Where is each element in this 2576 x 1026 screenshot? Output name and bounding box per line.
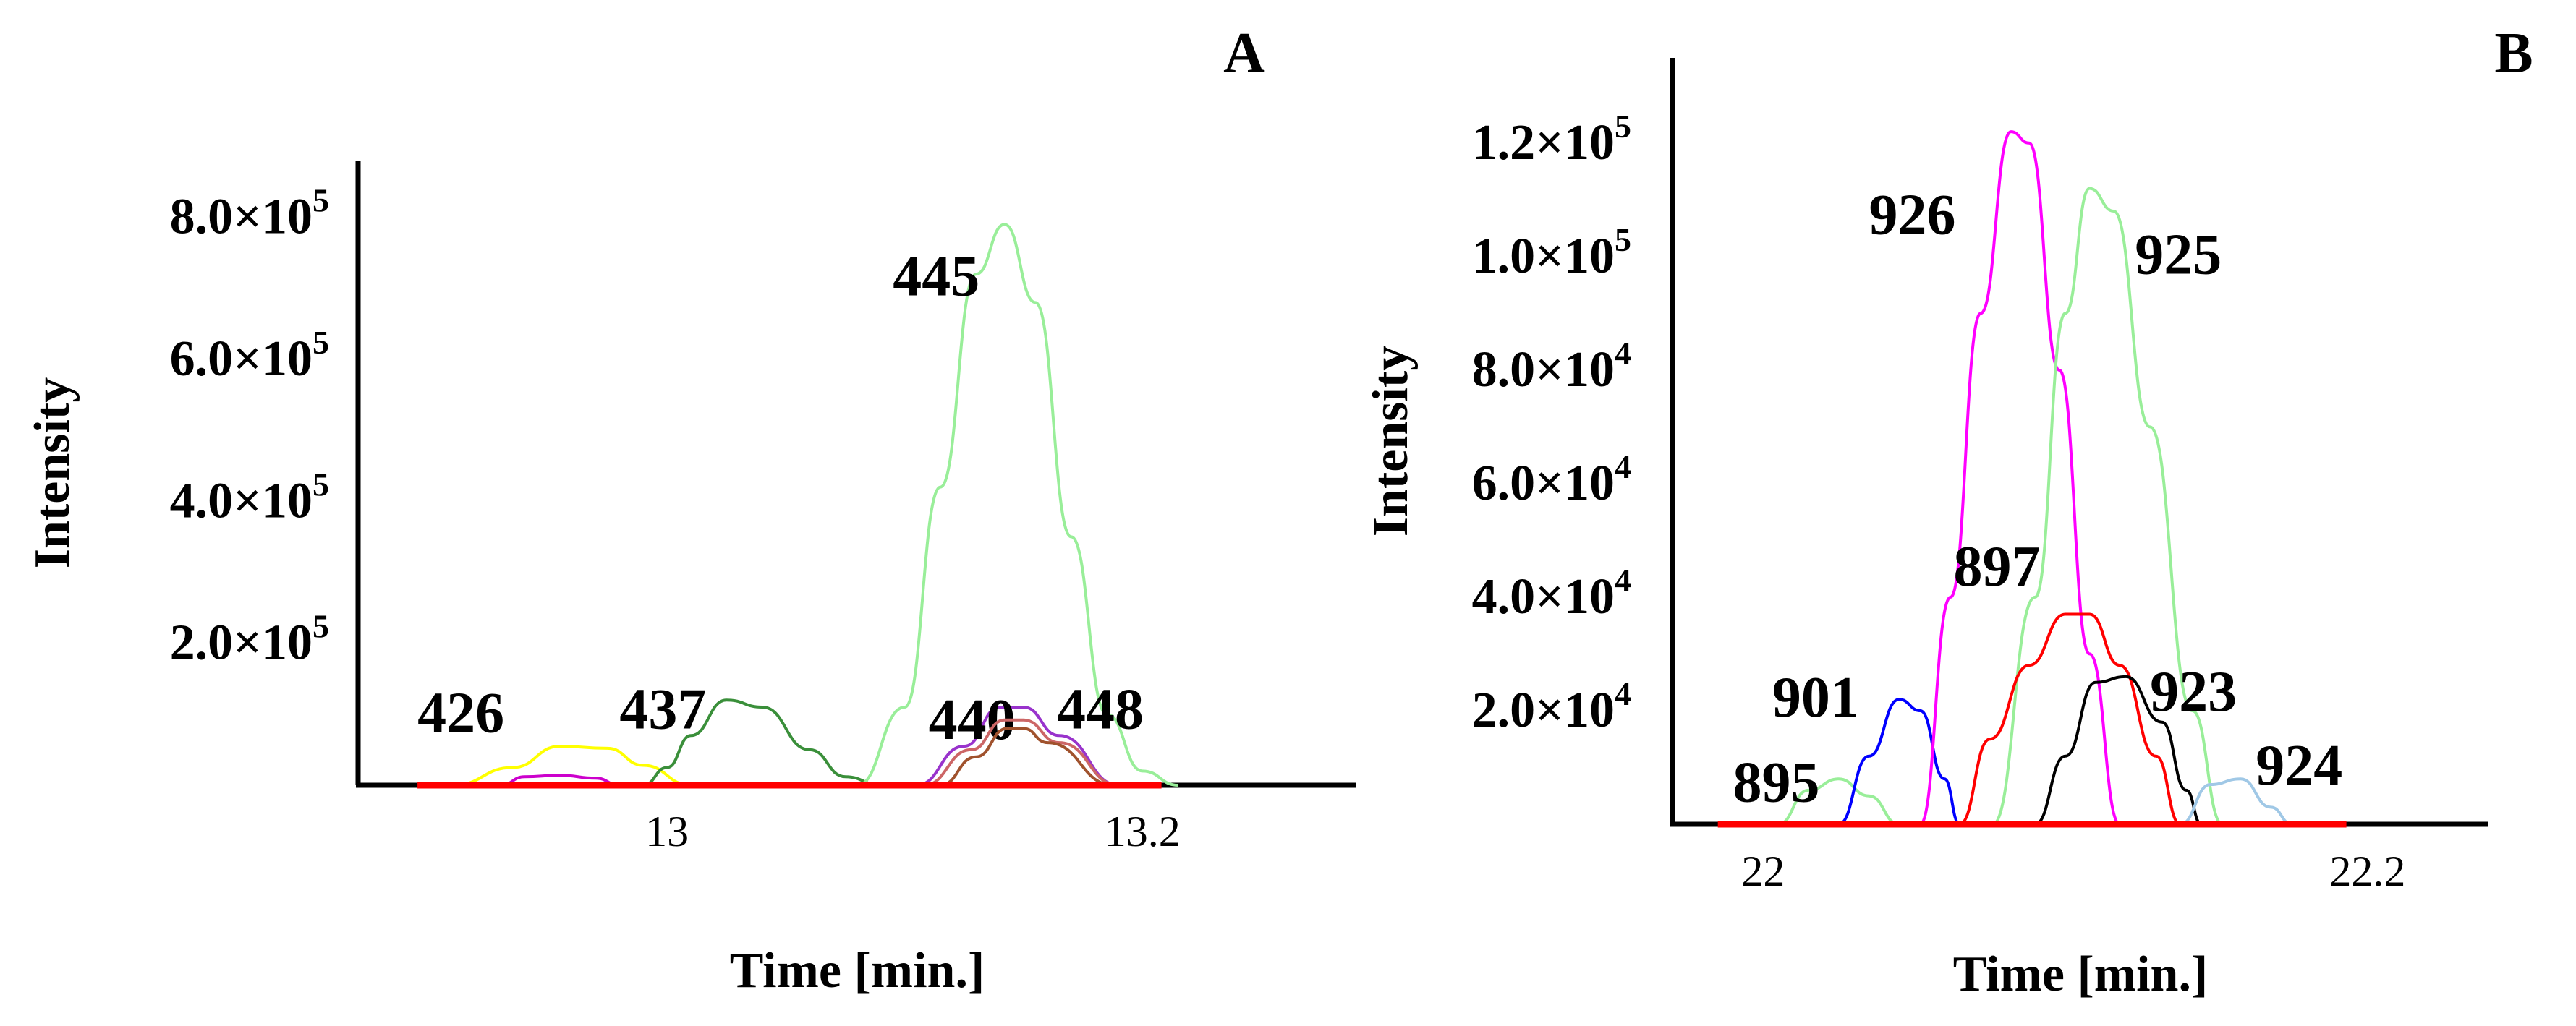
y-tick-label: 4.0×104: [1472, 562, 1631, 625]
y-tick-exponent: 4: [1615, 448, 1631, 485]
series-line-895: [1777, 777, 1900, 826]
y-tick-times-ten: ×10: [233, 189, 313, 245]
y-tick-exponent: 5: [1615, 221, 1631, 258]
series-line-unlabeled-5: [923, 718, 1119, 787]
y-tick-mantissa: 6.0: [1472, 456, 1536, 511]
y-tick-label: 4.0×105: [170, 466, 329, 529]
y-tick-times-ten: ×10: [1535, 342, 1615, 398]
peak-label-426: 426: [417, 681, 504, 745]
y-axis-title: Intensity: [25, 377, 80, 568]
series-line-924: [2180, 777, 2292, 826]
peak-label-926: 926: [1869, 183, 1956, 247]
series-line-440: [916, 706, 1119, 787]
series-line-437: [642, 698, 881, 787]
peak-label-437: 437: [619, 677, 706, 741]
y-tick-mantissa: 8.0: [170, 189, 234, 245]
series-line-925: [1991, 187, 2224, 826]
y-tick-times-ten: ×10: [1535, 569, 1615, 625]
y-tick-mantissa: 4.0: [170, 473, 234, 529]
y-tick-label: 8.0×105: [170, 182, 329, 245]
y-tick-label: 2.0×105: [170, 608, 329, 671]
y-tick-exponent: 4: [1615, 675, 1631, 712]
y-tick-mantissa: 2.0: [170, 615, 234, 671]
series-line-901: [1838, 698, 1960, 826]
y-tick-mantissa: 4.0: [1472, 569, 1536, 625]
peak-label-897: 897: [1954, 535, 2041, 599]
panel-letter: A: [1223, 22, 1265, 85]
x-tick-label: 22.2: [2329, 847, 2405, 895]
panel-letter: B: [2494, 22, 2533, 85]
y-tick-exponent: 5: [313, 324, 329, 361]
y-tick-times-ten: ×10: [1535, 115, 1615, 171]
series-line-unlabeled-1: [500, 774, 620, 787]
series-line-448: [940, 727, 1114, 787]
y-tick-exponent: 4: [1615, 562, 1631, 599]
peak-label-923: 923: [2150, 660, 2237, 724]
y-tick-label: 6.0×104: [1472, 448, 1631, 511]
y-tick-times-ten: ×10: [233, 615, 313, 671]
y-tick-exponent: 5: [313, 182, 329, 219]
y-tick-label: 1.2×105: [1472, 108, 1631, 171]
series-line-926: [1918, 130, 2121, 826]
y-tick-exponent: 5: [313, 608, 329, 645]
y-tick-mantissa: 1.2: [1472, 115, 1536, 171]
y-tick-times-ten: ×10: [1535, 456, 1615, 511]
y-tick-exponent: 5: [313, 466, 329, 503]
peak-label-445: 445: [893, 245, 979, 309]
y-tick-label: 2.0×104: [1472, 675, 1631, 738]
y-tick-label: 6.0×105: [170, 324, 329, 387]
y-tick-label: 1.0×105: [1472, 221, 1631, 284]
peak-label-448: 448: [1057, 677, 1144, 741]
y-axis-title: Intensity: [1363, 346, 1419, 536]
peak-label-924: 924: [2256, 734, 2342, 798]
x-axis-title: Time [min.]: [730, 943, 985, 999]
y-tick-mantissa: 2.0: [1472, 683, 1536, 738]
x-axis-title: Time [min.]: [1953, 946, 2209, 1002]
series-line-923: [2034, 675, 2202, 826]
y-tick-mantissa: 8.0: [1472, 342, 1536, 398]
series-line-445: [856, 223, 1178, 787]
y-tick-times-ten: ×10: [233, 331, 313, 387]
x-tick-label: 13.2: [1105, 808, 1181, 855]
y-tick-mantissa: 1.0: [1472, 228, 1536, 284]
y-tick-times-ten: ×10: [233, 473, 313, 529]
peak-label-895: 895: [1733, 751, 1820, 815]
peak-label-901: 901: [1772, 666, 1859, 730]
x-tick-label: 22: [1741, 847, 1785, 895]
y-tick-times-ten: ×10: [1535, 228, 1615, 284]
y-tick-exponent: 5: [1615, 108, 1631, 145]
series-line-897: [1959, 612, 2181, 826]
x-tick-label: 13: [645, 808, 689, 855]
y-tick-exponent: 4: [1615, 335, 1631, 372]
y-tick-label: 8.0×104: [1472, 335, 1631, 398]
peak-label-925: 925: [2135, 223, 2222, 286]
series-line-426: [453, 745, 692, 787]
y-tick-times-ten: ×10: [1535, 683, 1615, 738]
y-tick-mantissa: 6.0: [170, 331, 234, 387]
